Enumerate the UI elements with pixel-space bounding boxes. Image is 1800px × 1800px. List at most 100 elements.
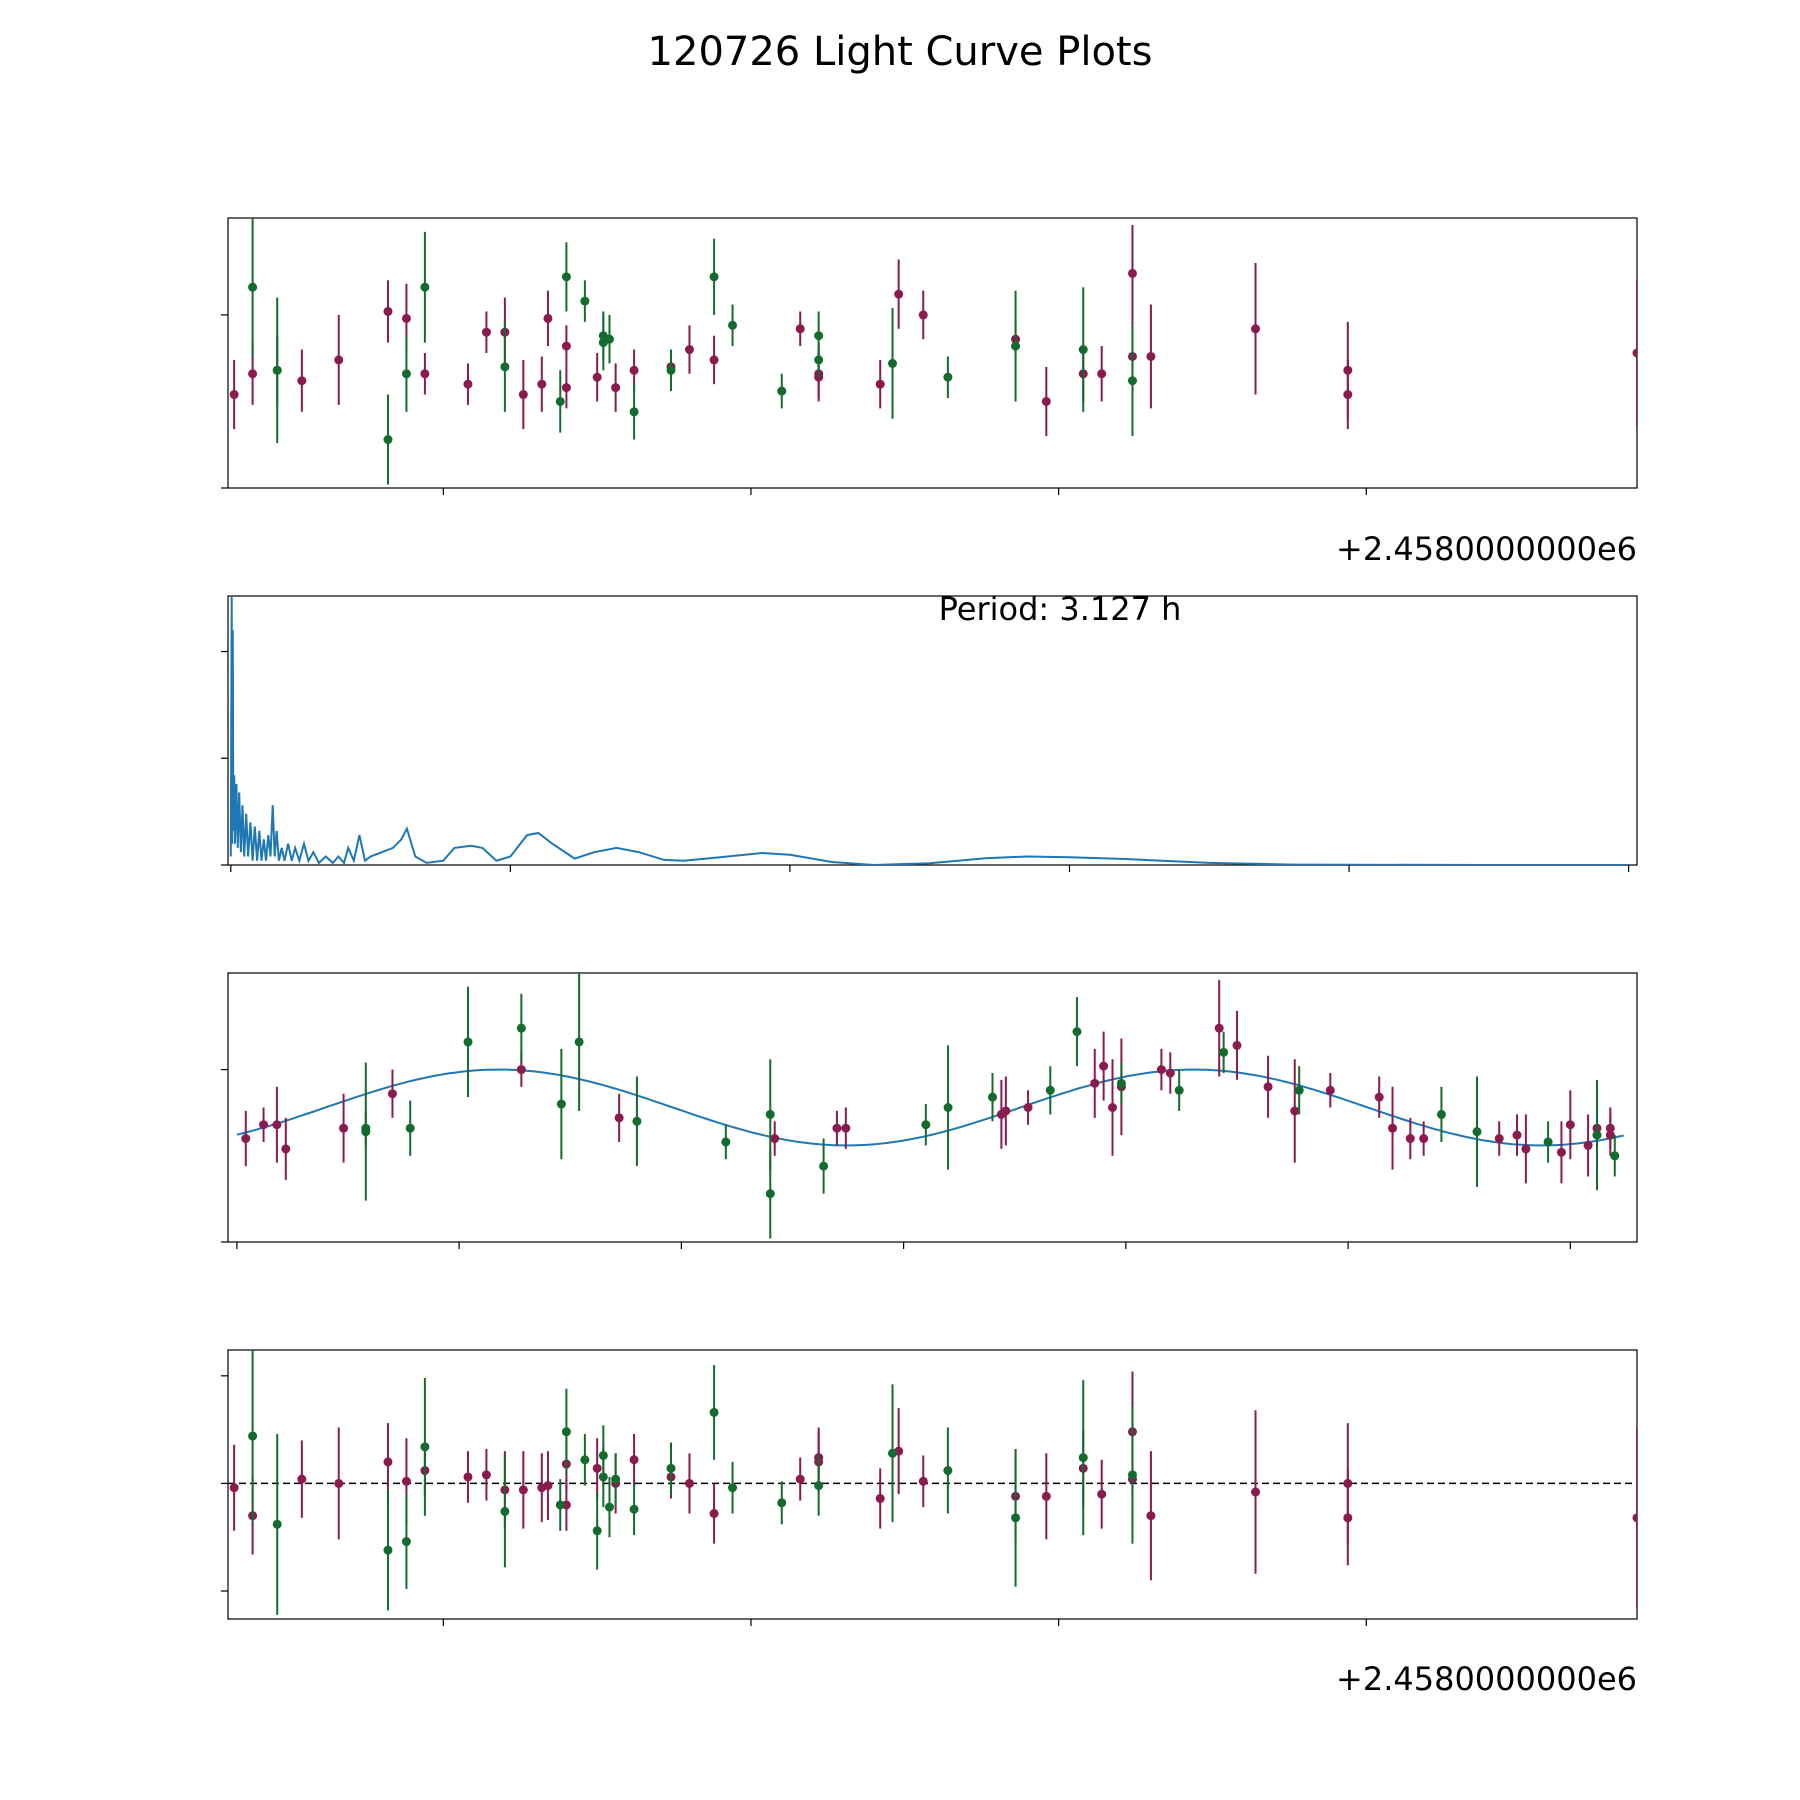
phased-filter_b-point: [405, 1123, 415, 1133]
lightcurve-filter_b-point: [604, 334, 614, 344]
phased-filter_a-point: [272, 1120, 282, 1130]
phased-filter_a-point: [1001, 1106, 1011, 1116]
phased-filter_b-point: [819, 1161, 829, 1171]
residuals-filter_b-point: [777, 1498, 787, 1508]
phased-filter_a-point: [1521, 1144, 1531, 1154]
phased-filter_b-point: [765, 1189, 775, 1199]
lightcurve-offset-label: +2.4580000000e6: [1336, 530, 1637, 568]
residuals-filter_a-point: [383, 1457, 393, 1467]
lightcurve-filter_b-point: [248, 282, 258, 292]
phased-filter_a-point: [1419, 1134, 1429, 1144]
lightcurve-filter_a-point: [297, 376, 307, 386]
residuals-filter_a-point: [1041, 1491, 1051, 1501]
residuals-filter_a-point: [401, 1476, 411, 1486]
phased-filter_a-point: [339, 1123, 349, 1133]
lightcurve-filter_a-point: [543, 313, 553, 323]
lightcurve-filter_a-point: [894, 289, 904, 299]
lightcurve-filter_b-point: [383, 435, 393, 445]
lightcurve-filter_a-point: [561, 383, 571, 393]
periodogram-axes-frame: [227, 595, 1638, 866]
lightcurve-filter_a-point: [795, 324, 805, 334]
phased-panel: [221, 972, 1638, 1249]
phased-filter_b-point: [1174, 1085, 1184, 1095]
residuals-offset-label: +2.4580000000e6: [1336, 1660, 1637, 1698]
lightcurve-filter_a-point: [684, 345, 694, 355]
lightcurve-filter_a-point: [1251, 324, 1261, 334]
phased-filter_b-point: [1592, 1130, 1602, 1140]
phased-filter_a-point: [1214, 1023, 1224, 1033]
residuals-filter_b-point: [1078, 1453, 1088, 1463]
residuals-filter_b-point: [580, 1455, 590, 1465]
residuals-filter_a-point: [684, 1478, 694, 1488]
periodogram-panel: Period: 3.127 h: [221, 590, 1638, 872]
residuals-filter_a-point: [592, 1463, 602, 1473]
lightcurve-filter_b-point: [888, 358, 898, 368]
residuals-filter_b-point: [420, 1442, 430, 1452]
phased-filter_a-point: [1605, 1130, 1615, 1140]
phased-filter_a-point: [1583, 1140, 1593, 1150]
lightcurve-filter_b-point: [777, 386, 787, 396]
residuals-filter_a-point: [1251, 1487, 1261, 1497]
residuals-filter_a-point: [1632, 1513, 1637, 1523]
phased-filter_a-point: [281, 1144, 291, 1154]
residuals-filter_a-point: [561, 1500, 571, 1510]
lightcurve-filter_a-point: [1097, 369, 1107, 379]
lightcurve-filter_a-point: [248, 369, 258, 379]
residuals-filter_b-point: [598, 1472, 608, 1482]
phased-filter_a-point: [1512, 1130, 1522, 1140]
phased-filter_b-point: [556, 1099, 566, 1109]
residuals-filter_b-point: [888, 1448, 898, 1458]
phased-filter_a-point: [1556, 1147, 1566, 1157]
periodogram-series-line: [229, 596, 1629, 865]
phased-filter_b-point: [1116, 1078, 1126, 1088]
phased-filter_a-point: [1374, 1092, 1384, 1102]
phased-plot-area: [236, 973, 1624, 1239]
phased-filter_b-point: [1472, 1127, 1482, 1137]
phased-filter_a-point: [841, 1123, 851, 1133]
lightcurve-filter_a-point: [611, 383, 621, 393]
phased-filter_a-point: [1325, 1085, 1335, 1095]
residuals-filter_a-point: [518, 1485, 528, 1495]
residuals-filter_b-point: [709, 1407, 719, 1417]
phased-filter_b-point: [1543, 1137, 1553, 1147]
residuals-plot-area: [228, 1350, 1637, 1615]
residuals-filter_b-point: [272, 1519, 282, 1529]
lightcurve-filter_a-point: [463, 379, 473, 389]
phased-filter_b-point: [1436, 1109, 1446, 1119]
lightcurve-filter_a-point: [383, 306, 393, 316]
lightcurve-filter_b-point: [420, 282, 430, 292]
residuals-filter_b-point: [1011, 1513, 1021, 1523]
lightcurve-filter_b-point: [709, 272, 719, 282]
lightcurve-filter_a-point: [481, 327, 491, 337]
lightcurve-filter_a-point: [918, 310, 928, 320]
lightcurve-panel: +2.4580000000e6: [221, 217, 1638, 568]
phased-filter_a-point: [1023, 1103, 1033, 1112]
lightcurve-filter_b-point: [728, 320, 738, 330]
lightcurve-filter_a-point: [1127, 268, 1137, 278]
lightcurve-filter_b-point: [561, 272, 571, 282]
phased-filter_a-point: [1156, 1065, 1166, 1075]
phased-filter_b-point: [1045, 1085, 1055, 1095]
phased-filter_a-point: [1388, 1123, 1398, 1133]
lightcurve-filter_b-point: [580, 296, 590, 306]
lightcurve-filter_a-point: [229, 390, 239, 400]
lightcurve-filter_a-point: [518, 390, 528, 400]
phased-filter_a-point: [1263, 1082, 1273, 1092]
residuals-filter_b-point: [592, 1526, 602, 1536]
phased-filter_b-point: [1294, 1085, 1304, 1095]
phased-filter_a-point: [832, 1123, 842, 1133]
lightcurve-filter_b-point: [500, 362, 510, 372]
phased-filter_a-point: [1165, 1068, 1175, 1078]
phased-filter_a-point: [1290, 1106, 1300, 1116]
residuals-filter_b-point: [401, 1537, 411, 1547]
lightcurve-filter_a-point: [1343, 390, 1353, 400]
phased-filter_a-point: [241, 1134, 251, 1144]
periodogram-plot-area: [229, 596, 1629, 865]
lightcurve-filter_a-point: [1041, 396, 1051, 406]
lightcurve-filter_b-point: [1011, 341, 1021, 351]
lightcurve-plot-area: [229, 218, 1637, 485]
lightcurve-filter_b-point: [272, 365, 282, 375]
phased-filter_a-point: [1494, 1134, 1504, 1144]
